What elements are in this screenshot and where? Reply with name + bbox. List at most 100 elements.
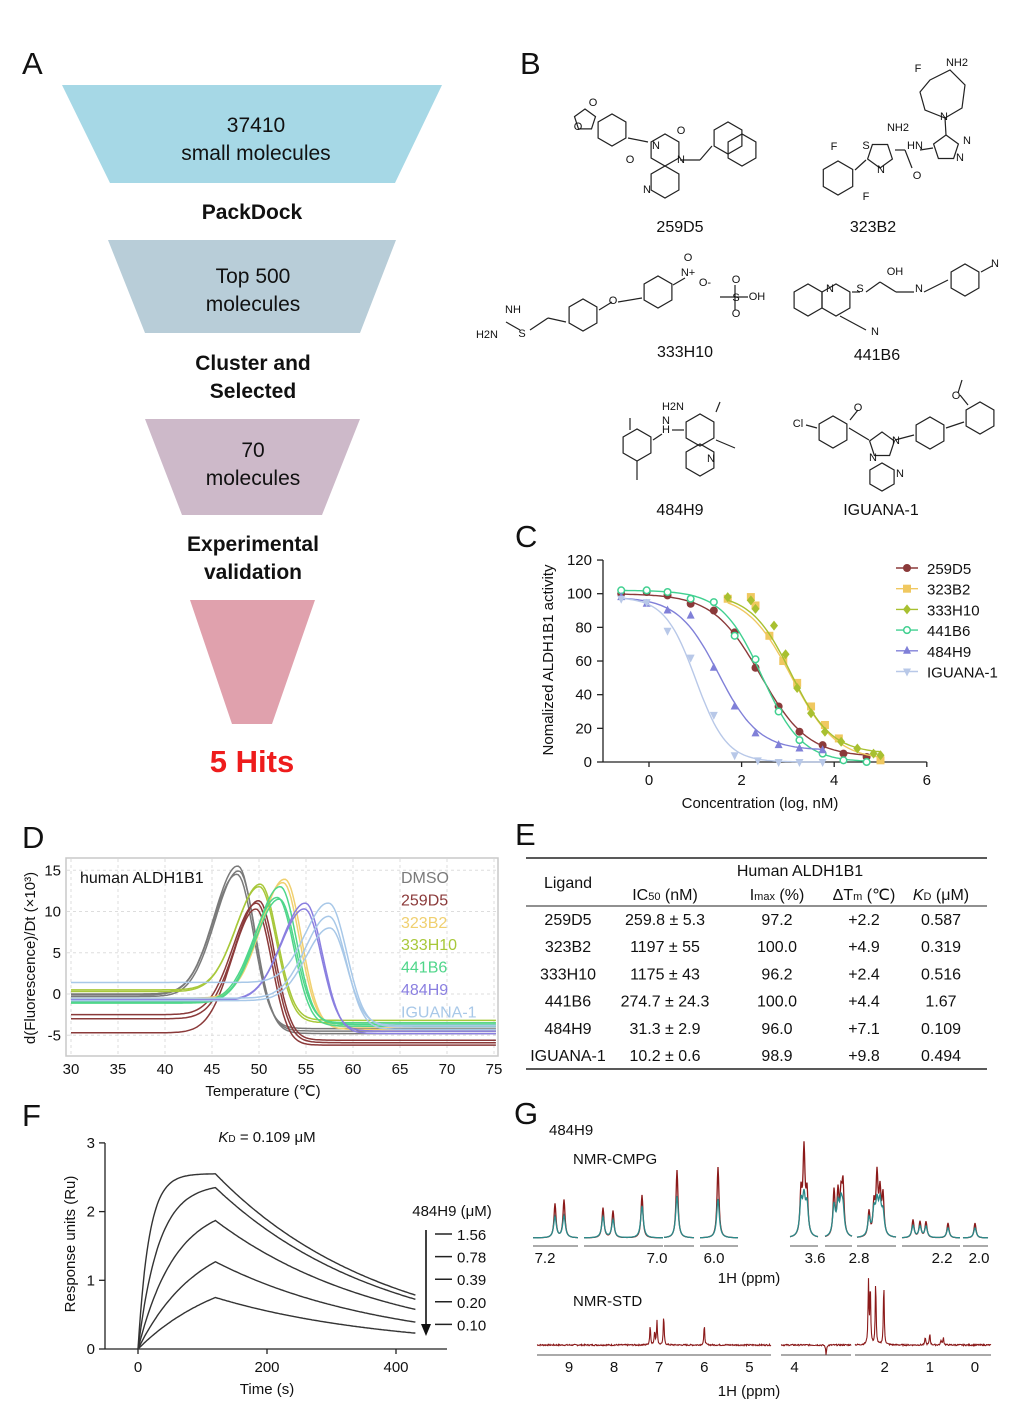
atom-label: N (871, 326, 879, 338)
table-cell: 259.8 ± 5.3 (625, 912, 705, 929)
ring-bond (868, 431, 896, 457)
atom-label: NH2 (946, 57, 968, 69)
y-axis-label: Nomalized ALDH1B1 activity (540, 564, 557, 755)
legend-marker (903, 584, 911, 593)
atom-label: N (892, 435, 900, 447)
table-cell: +4.9 (848, 939, 880, 956)
cmpg-spectrum-reference (856, 1166, 897, 1238)
cmpg-tick-label: 2.2 (932, 1250, 953, 1267)
ring-bond (932, 134, 960, 160)
melt-curve-259D5 (71, 908, 496, 1046)
atom-label: N (662, 415, 670, 427)
bond (805, 424, 818, 429)
atom-label: N (940, 111, 948, 123)
table-cell: +4.4 (848, 994, 880, 1011)
std-tick-label: 4 (790, 1359, 798, 1376)
table-row: 333H10 1175 ± 43 96.2 +2.4 0.516 (540, 966, 961, 983)
atom-label: H2N (662, 401, 684, 413)
cmpg-spectrum-reference (664, 1169, 695, 1239)
y-tick-label: 120 (567, 552, 592, 569)
x-tick-label: 55 (298, 1061, 315, 1078)
atom-label: N (956, 152, 964, 164)
atom-label: F (863, 191, 870, 203)
funnel-stage-3 (145, 419, 360, 515)
atom-label: N (877, 164, 885, 176)
bond (945, 421, 965, 429)
ring-bond (650, 165, 680, 199)
table-cell: 1.67 (925, 994, 956, 1011)
std-tick-label: 6 (700, 1359, 708, 1376)
std-tick-label: 5 (745, 1359, 753, 1376)
table-cell: 274.7 ± 24.3 (621, 994, 710, 1011)
structure-name: IGUANA-1 (843, 502, 919, 519)
x-tick-label: 4 (830, 772, 838, 789)
legend-label: 259D5 (401, 892, 448, 909)
ring-bond (573, 108, 597, 130)
stage1-count: 37410 (227, 114, 285, 137)
ring-bond (919, 69, 966, 119)
data-point (774, 759, 783, 767)
data-point (807, 702, 816, 711)
data-point (686, 654, 695, 663)
header-sub: m (853, 891, 862, 903)
atom-label: S (862, 140, 869, 152)
legend-marker (903, 604, 911, 615)
melt-curve-441B6 (71, 885, 496, 1026)
data-point (686, 594, 695, 603)
data-point (869, 748, 878, 759)
data-point (663, 605, 672, 614)
data-point (839, 756, 848, 765)
atom-label: O (952, 390, 961, 402)
atom-label: S (732, 292, 739, 304)
atom-label: H2N (476, 329, 498, 341)
sensorgram-0.20 (137, 1261, 416, 1350)
ring-bond (950, 263, 980, 297)
atom-label: N (896, 468, 904, 480)
melt-curve-DMSO (71, 873, 496, 1030)
data-point (779, 657, 788, 666)
data-point (709, 662, 718, 671)
legend-marker (903, 564, 911, 572)
sensorgram-1.56 (137, 1173, 416, 1350)
header-main: IC (632, 887, 648, 904)
atom-label: N (915, 283, 923, 295)
data-point (781, 649, 790, 660)
data-point (839, 749, 848, 758)
table-row: 323B2 1197 ± 55 100.0 +4.9 0.319 (545, 939, 961, 956)
atom-label: N (826, 283, 834, 295)
data-point (751, 728, 760, 737)
bond (944, 117, 947, 136)
x-tick-label: 65 (392, 1061, 409, 1078)
header-unit: (μM) (931, 887, 969, 904)
cmpg-tick-label: 3.6 (805, 1250, 826, 1267)
melt-curve-333H10 (71, 883, 496, 1022)
data-point (730, 752, 739, 761)
bond (652, 433, 663, 441)
cmpg-spectrum-reference (824, 1175, 853, 1238)
data-point (818, 741, 827, 750)
data-point (793, 678, 802, 687)
atom-label: N (869, 452, 877, 464)
table-cell: +7.1 (848, 1021, 880, 1038)
data-point (709, 598, 718, 607)
step2-label-1: Cluster and (195, 352, 311, 375)
cmpg-spectrum-bound (902, 1223, 960, 1239)
std-tick-label: 7 (655, 1359, 663, 1376)
cmpg-tick-label: 7.2 (535, 1250, 556, 1267)
legend-label: DMSO (401, 870, 449, 887)
atom-label: O (913, 170, 922, 182)
bond (849, 409, 859, 421)
column-header: IC50 (nM) (632, 887, 698, 904)
table-cell: 441B6 (545, 994, 591, 1011)
column-header-ligand: Ligand (544, 875, 592, 892)
bond (547, 317, 567, 323)
y-tick-label: 60 (575, 653, 592, 670)
y-axis-label: Response units (Ru) (62, 1176, 79, 1313)
table-cell: 323B2 (545, 939, 591, 956)
x-tick-label: 75 (486, 1061, 503, 1078)
header-main: K (913, 887, 925, 904)
cmpg-spectrum-bound (856, 1191, 897, 1238)
bond (839, 315, 867, 331)
